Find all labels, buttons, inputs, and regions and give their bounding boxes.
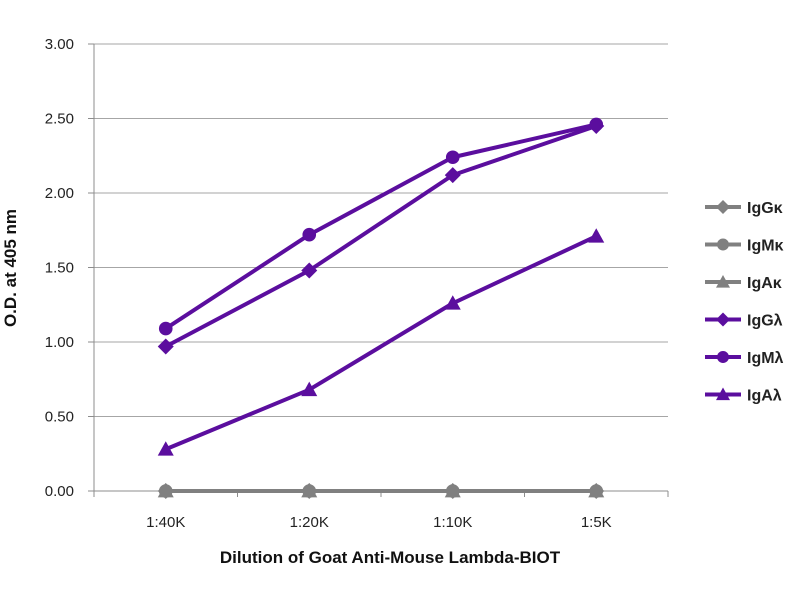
data-point-triangle <box>588 483 605 498</box>
data-point-diamond <box>716 312 730 327</box>
series-4 <box>158 117 604 336</box>
data-point-triangle <box>301 483 318 498</box>
legend-entry: IgMκ <box>705 238 784 255</box>
legend-entry: IgAλ <box>705 387 782 405</box>
data-point-circle <box>589 117 604 132</box>
legend-entry: IgGκ <box>705 200 783 217</box>
x-tick-label: 1:40K <box>146 514 185 531</box>
series-5 <box>157 228 605 456</box>
legend-label: IgAλ <box>747 388 782 405</box>
data-point-triangle <box>157 441 174 456</box>
legend-label: IgAκ <box>747 275 782 292</box>
data-point-diamond <box>716 200 730 214</box>
series-2 <box>157 483 605 498</box>
x-tick-label: 1:10K <box>433 514 472 531</box>
grid-lines <box>94 43 668 417</box>
series-line <box>164 234 598 452</box>
axes: 0.00 0.50 1.00 1.50 2.00 2.50 3.00 1:40K 1:20K 1:… <box>45 36 669 531</box>
series-group <box>157 117 605 499</box>
x-axis-title: Dilution of Goat Anti-Mouse Lambda-BIOT <box>220 548 561 567</box>
legend-entry: IgMλ <box>705 350 784 367</box>
legend-label: IgGκ <box>747 200 783 217</box>
x-tick-label: 1:20K <box>290 514 329 531</box>
y-tick-label: 2.00 <box>45 185 74 202</box>
data-point-circle <box>717 351 729 363</box>
series-line <box>164 124 597 349</box>
series-line <box>164 122 597 331</box>
data-point-triangle <box>716 387 730 401</box>
x-tick-label: 1:5K <box>581 514 612 531</box>
y-tick-label: 3.00 <box>45 36 74 53</box>
y-tick-label: 0.00 <box>45 483 74 500</box>
legend-entry: IgAκ <box>705 275 782 292</box>
data-point-triangle <box>588 228 605 243</box>
y-tick-label: 2.50 <box>45 111 74 128</box>
legend-label: IgGλ <box>747 313 783 330</box>
legend-label: IgMκ <box>747 238 784 255</box>
data-point-circle <box>717 238 729 251</box>
data-point-diamond <box>444 167 461 184</box>
data-point-triangle <box>444 295 461 310</box>
data-point-circle <box>302 227 317 242</box>
legend: IgGκ IgMκ IgAκ IgGλ IgMλ IgAλ <box>705 200 784 405</box>
data-point-triangle <box>157 483 174 498</box>
data-point-triangle <box>444 483 461 498</box>
data-point-triangle <box>716 275 730 288</box>
legend-label: IgMλ <box>747 350 784 367</box>
y-tick-label: 0.50 <box>45 409 74 426</box>
legend-entry: IgGλ <box>705 312 783 330</box>
y-tick-label: 1.50 <box>45 260 74 277</box>
data-point-circle <box>158 321 173 336</box>
y-axis-title: O.D. at 405 nm <box>1 209 20 327</box>
data-point-diamond <box>301 262 318 279</box>
y-tick-label: 1.00 <box>45 334 74 351</box>
data-point-circle <box>445 150 460 165</box>
data-point-triangle <box>301 381 318 397</box>
series-3 <box>157 117 605 355</box>
data-point-diamond <box>157 338 174 355</box>
